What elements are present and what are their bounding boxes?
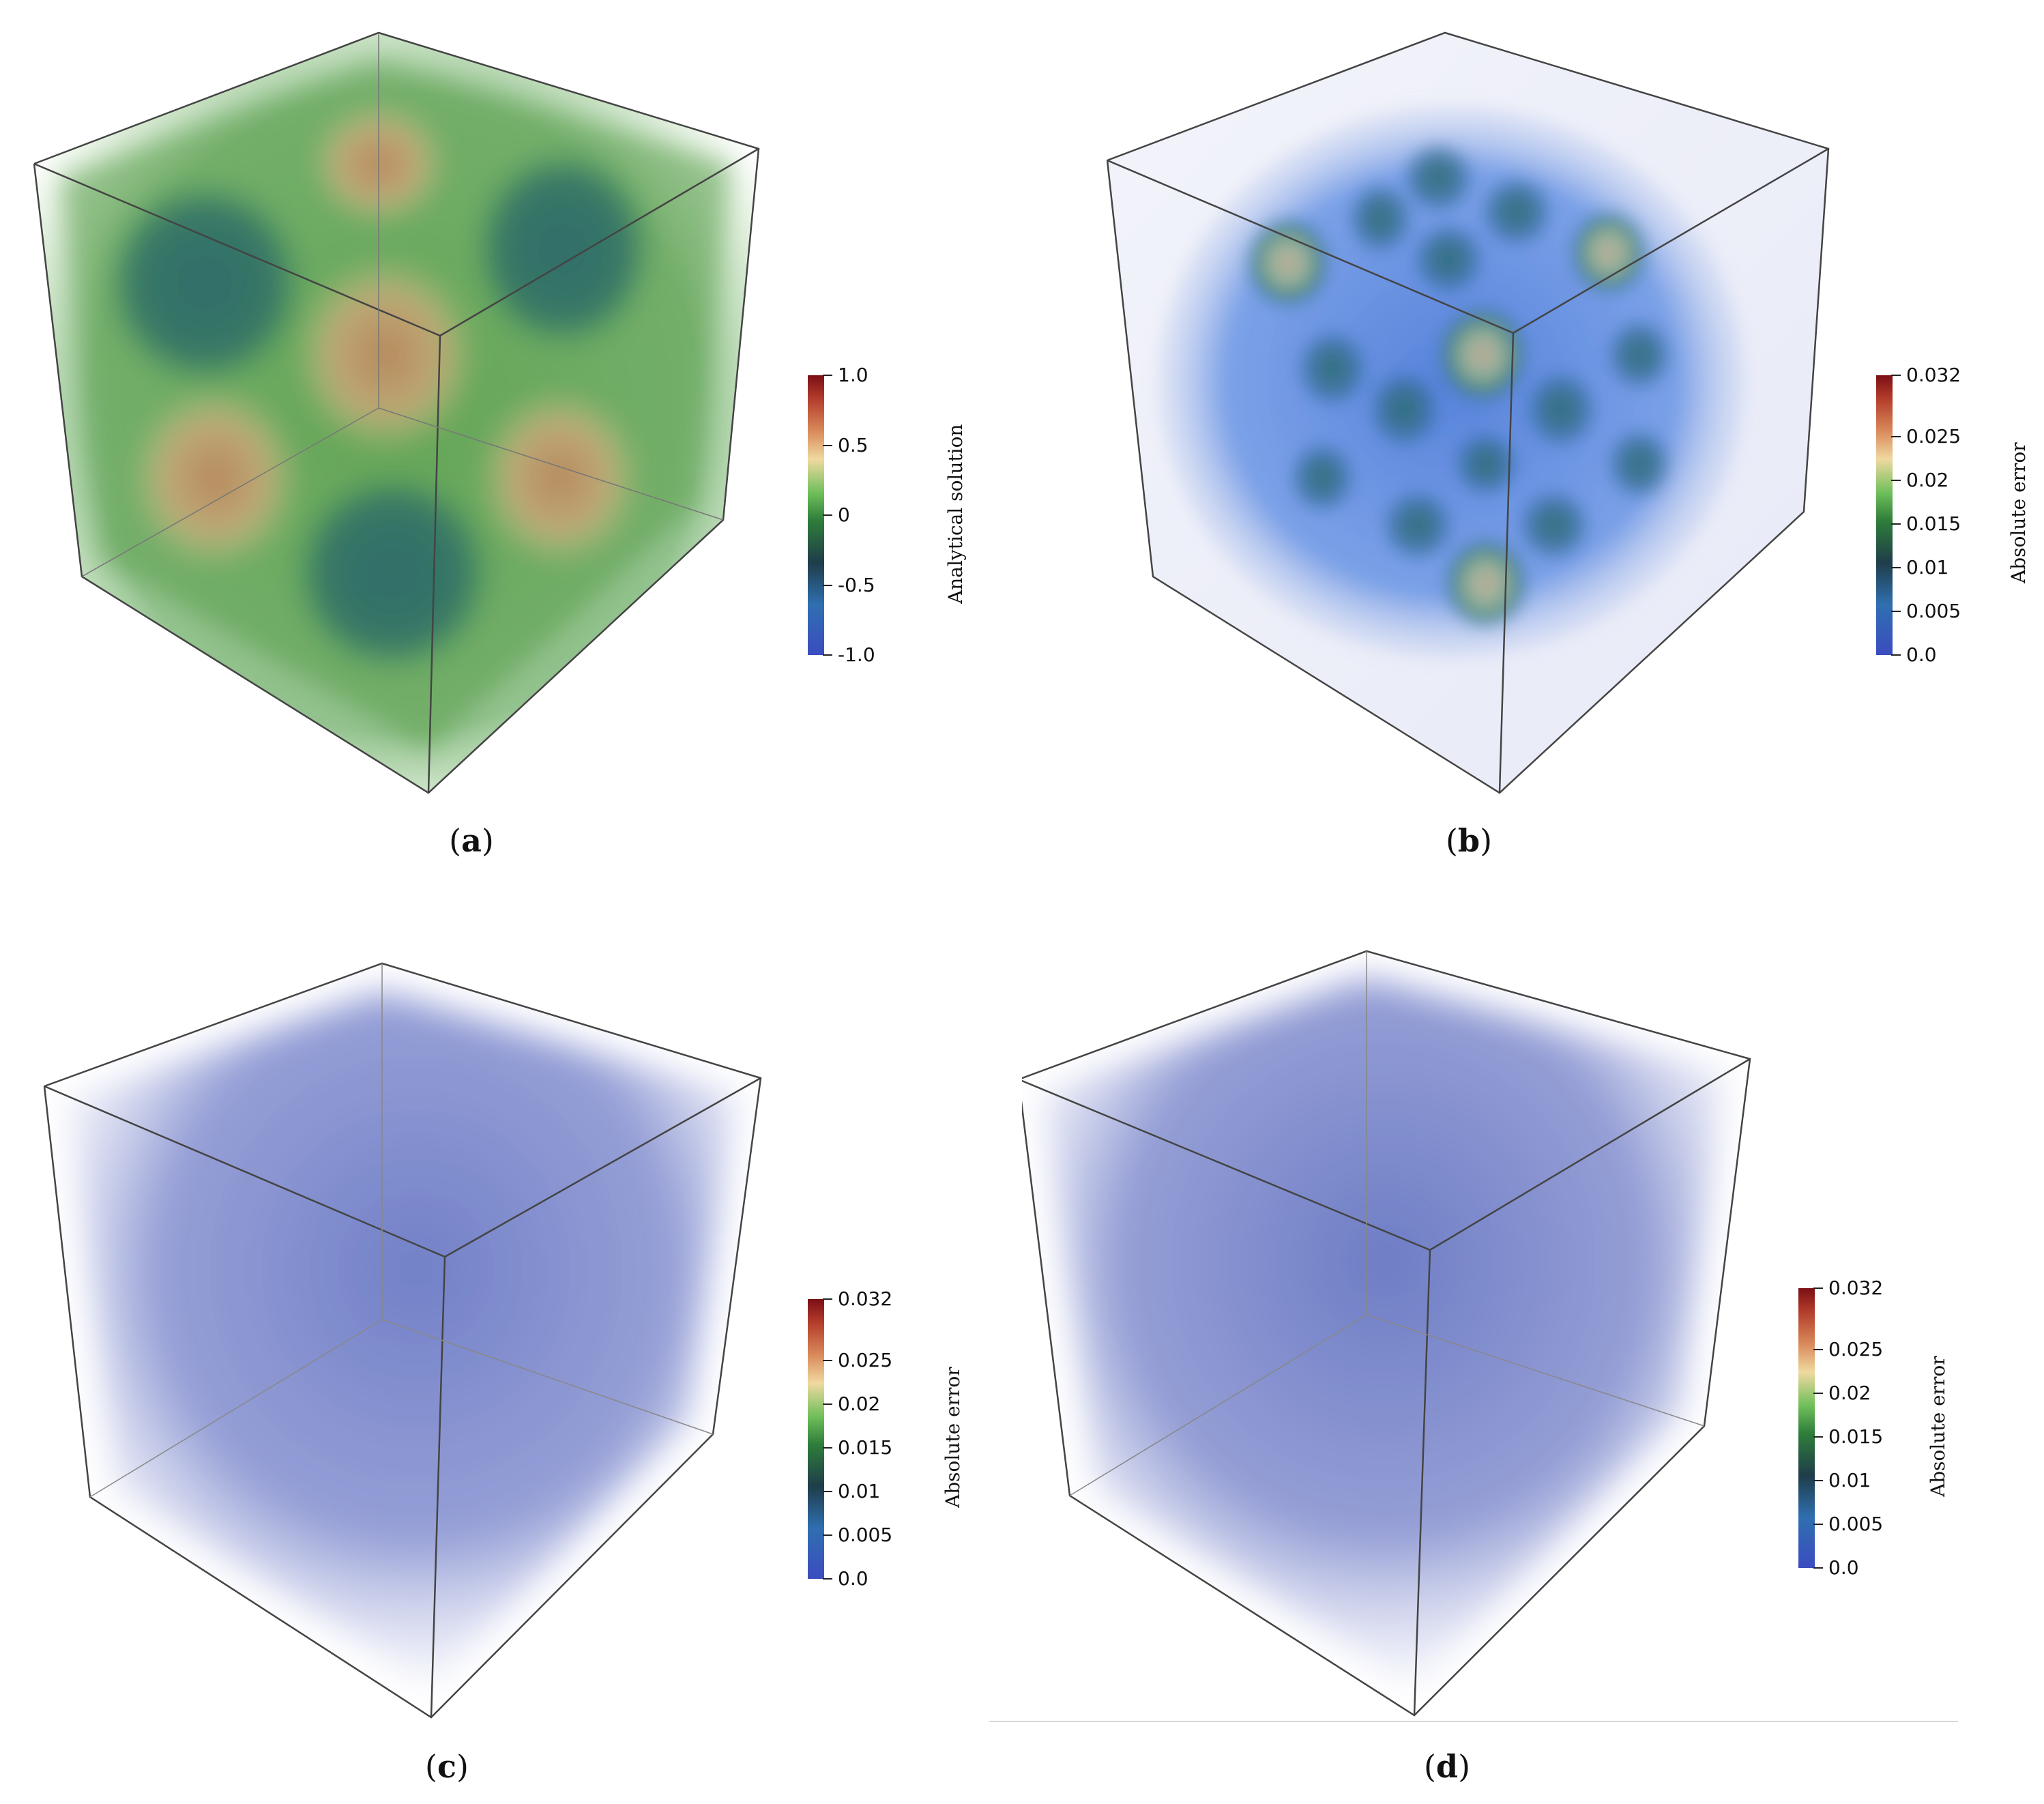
tick-mark [823, 375, 832, 376]
tick-mark [823, 1359, 832, 1361]
tick-mark [1813, 1348, 1823, 1350]
tick-label: 0.015 [1828, 1425, 1884, 1448]
tick-label: 0.005 [1906, 599, 1961, 622]
tick-label: 0.02 [1906, 468, 1949, 491]
tick-mark [823, 514, 832, 516]
tick-label: 0.5 [838, 433, 868, 456]
tick-mark [1891, 375, 1901, 376]
tick-label: 0.02 [1828, 1381, 1871, 1404]
colorbar-b-title: Absolute error [2007, 442, 2030, 583]
tick-mark [823, 1534, 832, 1536]
caption-b: (b) [1445, 822, 1493, 859]
tick-mark [1813, 1287, 1823, 1289]
colorbar-d: 0.032 0.025 0.02 0.015 0.01 0.005 0.0 [1798, 1277, 1883, 1579]
tick-label: 0 [838, 504, 850, 526]
colorbar-gradient [1876, 375, 1893, 655]
tick-mark [1891, 654, 1901, 656]
colorbar-c: 0.032 0.025 0.02 0.015 0.01 0.005 0.0 [808, 1288, 892, 1590]
caption-c: (c) [425, 1748, 469, 1785]
caption-d: (d) [1423, 1748, 1471, 1785]
tick-mark [823, 1298, 832, 1300]
cube-volume-c [43, 962, 762, 1719]
tick-label: 0.015 [1906, 512, 1961, 535]
colorbar-gradient [808, 375, 824, 655]
panel-a: 1.0 0.5 0 -0.5 -1.0 Analytical solution (a) [0, 0, 1022, 902]
tick-label: 0.01 [1828, 1468, 1871, 1492]
tick-label: 1.0 [838, 364, 868, 386]
tick-label: 0.0 [838, 1567, 868, 1590]
tick-label: 0.01 [1906, 555, 1949, 579]
colorbar-a: 1.0 0.5 0 -0.5 -1.0 [808, 364, 875, 666]
cube-volume-d [1022, 950, 1751, 1717]
tick-mark [1813, 1523, 1823, 1525]
cube-volume-b [1106, 31, 1830, 794]
colorbar-gradient [808, 1299, 824, 1579]
tick-label: 0.01 [838, 1479, 881, 1502]
tick-mark [1891, 523, 1901, 525]
tick-mark [1813, 1479, 1823, 1481]
tick-label: 0.032 [1906, 364, 1961, 386]
tick-mark [1891, 566, 1901, 568]
tick-mark [823, 584, 832, 586]
panel-b: 0.032 0.025 0.02 0.015 0.01 0.005 0.0 Absolute… [1022, 0, 2044, 902]
panel-d: 0.032 0.025 0.02 0.015 0.01 0.005 0.0 Absolute… [1022, 902, 2044, 1804]
colorbar-gradient [1798, 1288, 1815, 1568]
tick-label: 0.005 [838, 1523, 893, 1546]
tick-mark [1891, 435, 1901, 437]
tick-label: 0.02 [838, 1392, 881, 1415]
tick-mark [1813, 1436, 1823, 1438]
tick-label: -1.0 [838, 643, 875, 666]
panel-c: 0.032 0.025 0.02 0.015 0.01 0.005 0.0 Absolute… [0, 902, 1022, 1804]
cube-volume-a [33, 31, 760, 794]
divider-line [989, 1721, 1958, 1722]
tick-label: 0.025 [838, 1348, 893, 1371]
tick-label: 0.0 [1906, 643, 1937, 666]
tick-mark [823, 1403, 832, 1405]
colorbar-b: 0.032 0.025 0.02 0.015 0.01 0.005 0.0 [1876, 364, 1961, 666]
colorbar-a-title: Analytical solution [944, 424, 967, 604]
tick-mark [1813, 1567, 1823, 1569]
tick-mark [823, 1490, 832, 1492]
tick-label: 0.025 [1828, 1337, 1884, 1361]
caption-a: (a) [449, 822, 494, 859]
tick-mark [1813, 1392, 1823, 1394]
tick-mark [823, 654, 832, 656]
tick-mark [823, 1446, 832, 1449]
tick-label: 0.032 [838, 1287, 893, 1310]
tick-label: 0.0 [1828, 1556, 1859, 1579]
tick-label: -0.5 [838, 573, 875, 596]
colorbar-c-title: Absolute error [941, 1367, 964, 1508]
tick-label: 0.032 [1828, 1277, 1884, 1299]
tick-mark [823, 444, 832, 446]
colorbar-d-title: Absolute error [1927, 1356, 1949, 1497]
tick-label: 0.015 [838, 1436, 893, 1459]
tick-label: 0.005 [1828, 1512, 1884, 1535]
tick-mark [823, 1578, 832, 1580]
tick-mark [1891, 479, 1901, 481]
tick-label: 0.025 [1906, 424, 1961, 448]
tick-mark [1891, 610, 1901, 612]
